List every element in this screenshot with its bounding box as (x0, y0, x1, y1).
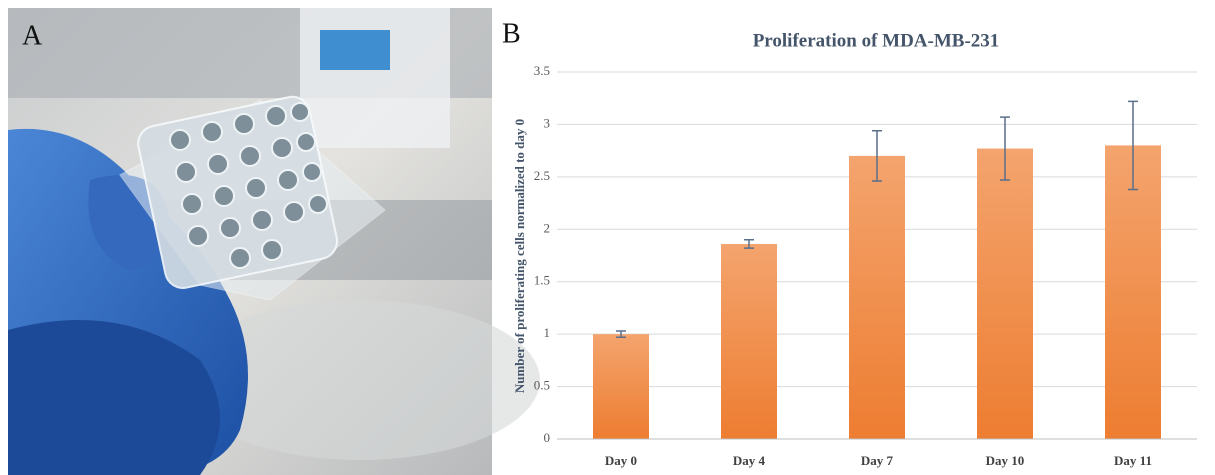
x-tick-label: Day 4 (733, 453, 766, 468)
y-tick-label: 0 (544, 430, 551, 445)
y-tick-label: 3 (544, 115, 551, 130)
y-tick-label: 2.5 (534, 168, 550, 183)
x-tick-label: Day 11 (1114, 453, 1152, 468)
x-tick-label: Day 0 (605, 453, 637, 468)
x-tick-label: Day 10 (986, 453, 1025, 468)
chart-title: Proliferation of MDA-MB-231 (753, 30, 1000, 51)
bar (849, 156, 905, 439)
y-axis-title: Number of proliferating cells normalized… (512, 119, 527, 393)
figure: A B Proliferation of MDA-MB-231 Number o… (0, 0, 1215, 475)
y-tick-label: 1.5 (534, 273, 550, 288)
y-tick-label: 0.5 (534, 378, 550, 393)
photo (8, 8, 540, 475)
panel-label: B (502, 18, 521, 49)
y-tick-label: 3.5 (534, 63, 550, 78)
bar (977, 149, 1033, 439)
x-tick-label: Day 7 (861, 453, 894, 468)
panel-label: A (22, 20, 43, 51)
bar (593, 334, 649, 439)
y-tick-label: 1 (544, 325, 551, 340)
y-tick-label: 2 (544, 220, 551, 235)
bar (721, 244, 777, 439)
